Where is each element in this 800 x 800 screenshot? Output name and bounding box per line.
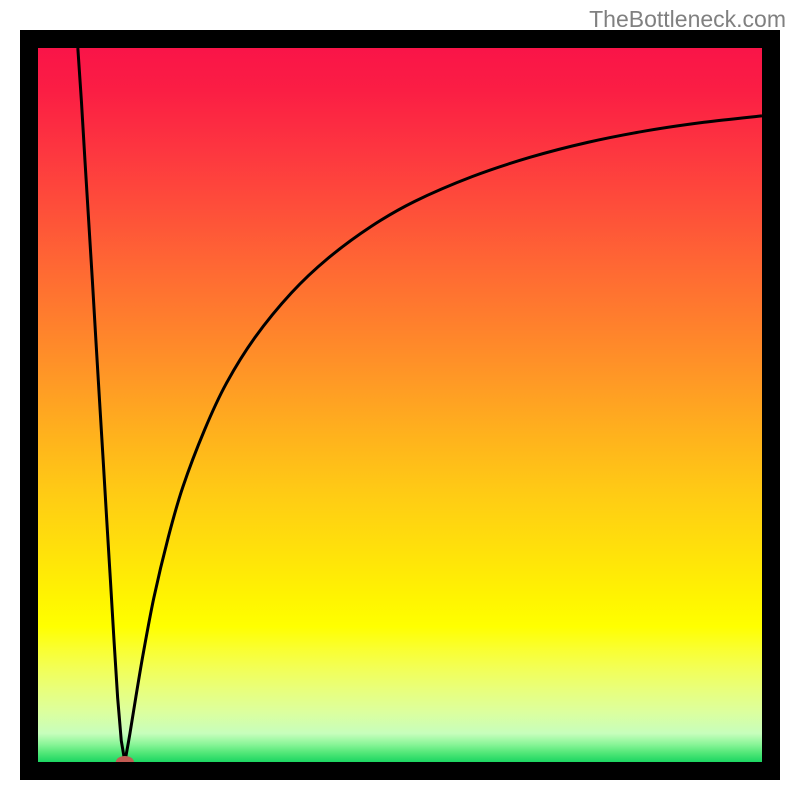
gradient-background [38,48,762,762]
chart-svg [0,0,800,800]
chart-container: TheBottleneck.com [0,0,800,800]
